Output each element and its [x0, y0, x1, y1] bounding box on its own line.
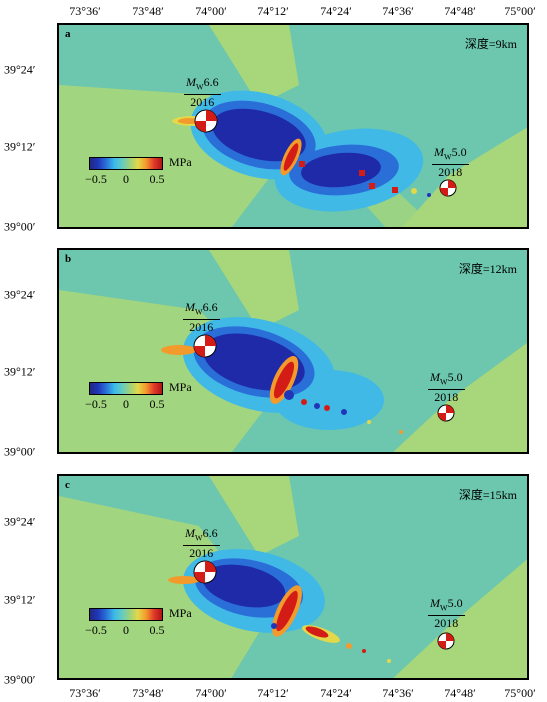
colorbar-tick: 0	[123, 397, 129, 411]
lat-tick-label: 39°00′	[4, 444, 36, 459]
lon-tick-label: 74°36′	[382, 686, 414, 700]
colorbar-unit: MPa	[169, 606, 192, 620]
colorbar-tick: 0	[123, 172, 129, 186]
mainshock-magnitude: 6.6	[202, 300, 218, 314]
mainshock-label: MW6.6 2016	[184, 75, 221, 110]
lat-tick-label: 39°24′	[4, 62, 36, 77]
lat-tick-label: 39°24′	[4, 514, 36, 529]
lon-tick-label: 74°36′	[382, 4, 414, 18]
magnitude-subscript: W	[195, 307, 203, 317]
stress-panel-b: b 深度=12km MW6.6 2016 MW5.0 2018 MPa −0.5…	[57, 248, 529, 454]
magnitude-symbol: M	[185, 526, 195, 540]
lon-tick-label: 73°48′	[132, 4, 164, 18]
magnitude-subscript: W	[195, 533, 203, 543]
colorbar: MPa −0.5 0 0.5	[85, 606, 192, 637]
lat-tick-label: 39°12′	[4, 592, 36, 607]
stress-field-map	[59, 476, 527, 678]
magnitude-subscript: W	[440, 603, 448, 613]
colorbar-tick: −0.5	[85, 397, 107, 411]
aftershock-label: MW5.0 2018	[432, 145, 469, 180]
lon-tick-label: 74°48′	[444, 4, 476, 18]
magnitude-symbol: M	[185, 300, 195, 314]
panel-label: a	[65, 28, 71, 40]
lon-tick-label: 75°00′	[504, 686, 536, 700]
mainshock-year: 2016	[190, 95, 215, 110]
colorbar-unit: MPa	[169, 380, 192, 394]
aftershock-magnitude: 5.0	[451, 145, 467, 159]
aftershock-label: MW5.0 2018	[428, 370, 465, 405]
lon-tick-label: 74°48′	[444, 686, 476, 700]
lon-tick-label: 74°00′	[195, 686, 227, 700]
colorbar-tick: 0.5	[149, 172, 165, 186]
lat-tick-label: 39°12′	[4, 364, 36, 379]
colorbar: MPa −0.5 0 0.5	[85, 380, 192, 411]
lon-tick-label: 75°00′	[504, 4, 536, 18]
mainshock-label: MW6.6 2016	[183, 300, 220, 335]
magnitude-subscript: W	[440, 377, 448, 387]
magnitude-symbol: M	[186, 75, 196, 89]
aftershock-year: 2018	[434, 616, 459, 631]
colorbar-tick: −0.5	[85, 623, 107, 637]
mainshock-magnitude: 6.6	[203, 75, 219, 89]
aftershock-magnitude: 5.0	[447, 596, 463, 610]
mainshock-beachball-icon	[193, 560, 217, 584]
lat-tick-label: 39°24′	[4, 287, 36, 302]
magnitude-symbol: M	[430, 596, 440, 610]
lat-tick-label: 39°00′	[4, 219, 36, 234]
depth-label: 深度=9km	[464, 37, 517, 51]
colorbar-tick: −0.5	[85, 172, 107, 186]
lon-tick-label: 73°36′	[69, 4, 101, 18]
panel-label: b	[65, 253, 72, 265]
lon-tick-label: 74°12′	[257, 686, 289, 700]
colorbar-gradient	[89, 382, 163, 395]
magnitude-subscript: W	[196, 82, 204, 92]
lon-tick-label: 74°12′	[257, 4, 289, 18]
lon-tick-label: 74°00′	[195, 4, 227, 18]
colorbar-tick: 0.5	[149, 397, 165, 411]
lon-tick-label: 74°24′	[320, 686, 352, 700]
mainshock-magnitude: 6.6	[202, 526, 218, 540]
aftershock-beachball-icon	[437, 404, 455, 422]
mainshock-year: 2016	[189, 320, 214, 335]
stress-field-map	[59, 250, 527, 452]
mainshock-label: MW6.6 2016	[183, 526, 220, 561]
mainshock-beachball-icon	[194, 109, 218, 133]
colorbar-gradient	[89, 608, 163, 621]
aftershock-year: 2018	[434, 390, 459, 405]
lat-tick-label: 39°12′	[4, 139, 36, 154]
mainshock-beachball-icon	[193, 334, 217, 358]
lon-tick-label: 74°24′	[320, 4, 352, 18]
stress-panel-a: a 深度=9km MW6.6 2016 MW5.0 2018 MPa −0.5 …	[57, 23, 529, 229]
colorbar-tick: 0	[123, 623, 129, 637]
stress-field-map	[59, 25, 527, 227]
aftershock-label: MW5.0 2018	[428, 596, 465, 631]
magnitude-subscript: W	[444, 152, 452, 162]
lat-tick-label: 39°00′	[4, 672, 36, 687]
colorbar-tick: 0.5	[149, 623, 165, 637]
mainshock-year: 2016	[189, 546, 214, 561]
aftershock-magnitude: 5.0	[447, 370, 463, 384]
stress-panel-c: c 深度=15km MW6.6 2016 MW5.0 2018 MPa −0.5…	[57, 474, 529, 680]
aftershock-year: 2018	[438, 165, 463, 180]
aftershock-beachball-icon	[437, 632, 455, 650]
colorbar: MPa −0.5 0 0.5	[85, 155, 192, 186]
magnitude-symbol: M	[430, 370, 440, 384]
panel-label: c	[65, 479, 70, 491]
depth-label: 深度=15km	[458, 488, 517, 502]
lon-tick-label: 73°48′	[132, 686, 164, 700]
colorbar-gradient	[89, 157, 163, 170]
depth-label: 深度=12km	[458, 262, 517, 276]
lon-tick-label: 73°36′	[69, 686, 101, 700]
aftershock-beachball-icon	[439, 179, 457, 197]
colorbar-unit: MPa	[169, 155, 192, 169]
magnitude-symbol: M	[434, 145, 444, 159]
